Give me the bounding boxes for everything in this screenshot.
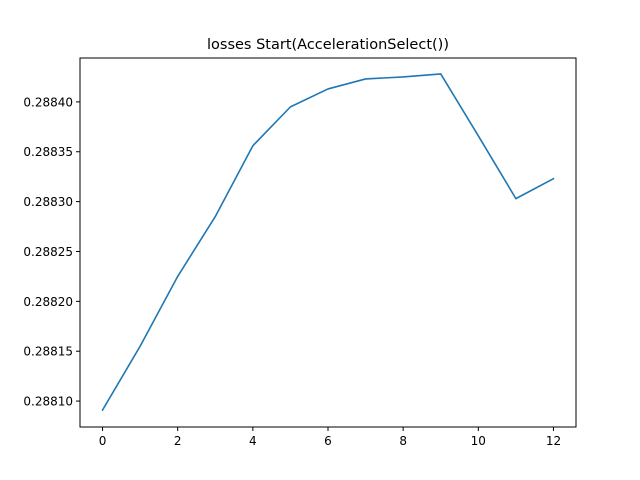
x-tick-label: 0	[99, 434, 107, 448]
y-tick-label: 0.28815	[23, 345, 73, 359]
y-tick-label: 0.28825	[23, 245, 73, 259]
y-tick-label: 0.28830	[23, 195, 73, 209]
series-line-0	[101, 73, 555, 412]
x-tick-label: 10	[471, 434, 486, 448]
y-tick-label: 0.28835	[23, 145, 73, 159]
x-tick-label: 12	[546, 434, 561, 448]
y-axis: 0.28810 0.28815 0.28820 0.28825 0.28830 0.288…	[23, 95, 80, 409]
x-tick-label: 6	[324, 434, 332, 448]
y-tick-label: 0.28820	[23, 295, 73, 309]
x-axis: 0 2 4 6 8 10 12	[99, 427, 561, 448]
y-tick-label: 0.28840	[23, 95, 73, 109]
x-tick-label: 2	[174, 434, 182, 448]
y-tick-label: 0.28810	[23, 395, 73, 409]
chart-title: losses Start(AccelerationSelect())	[207, 37, 449, 53]
plot-layer	[101, 73, 555, 412]
x-tick-label: 8	[399, 434, 407, 448]
x-tick-label: 4	[249, 434, 257, 448]
